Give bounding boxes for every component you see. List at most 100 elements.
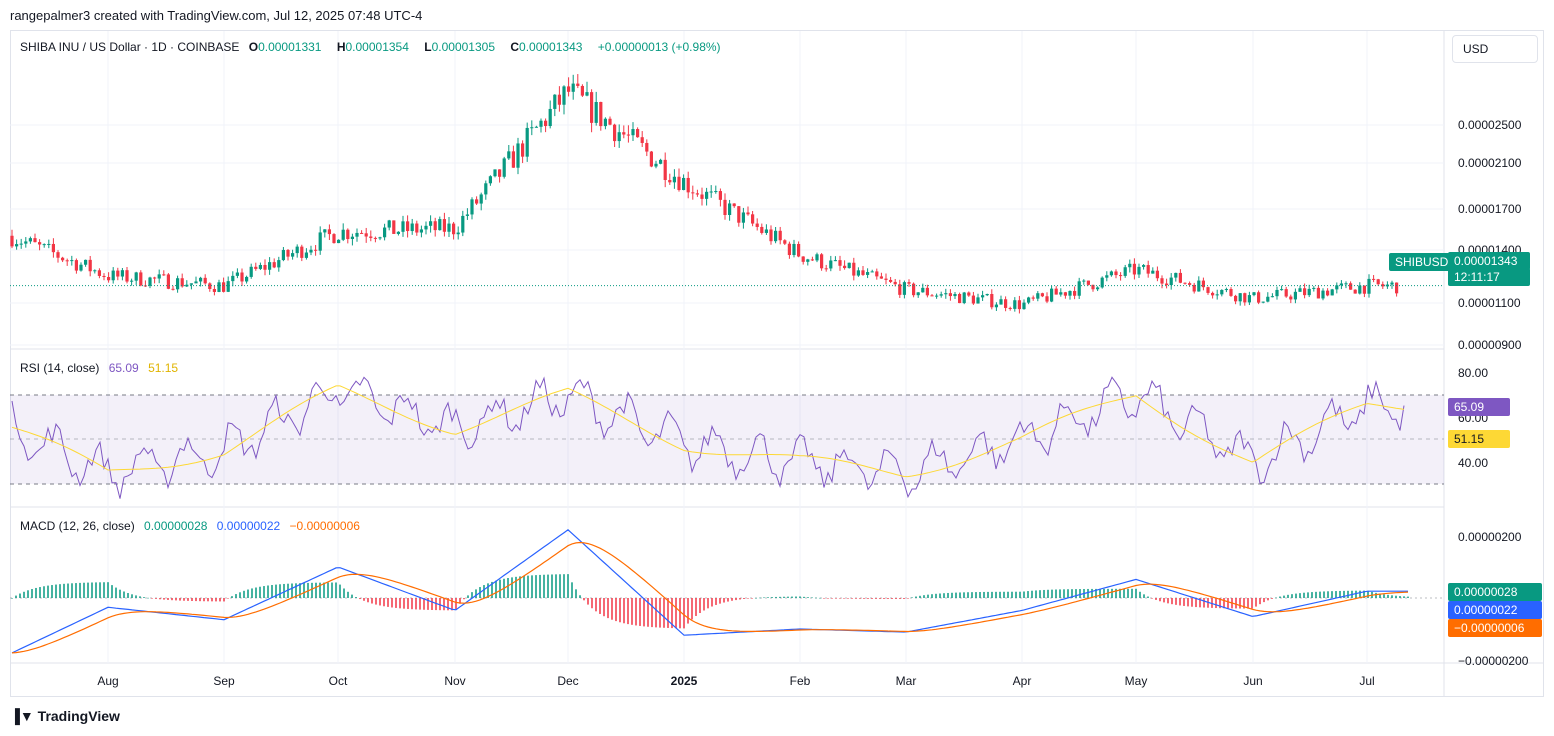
candle-body: [277, 260, 281, 268]
candle-body: [893, 281, 897, 285]
macd-histogram-bar: [787, 596, 789, 598]
candle-body: [801, 256, 805, 262]
macd-histogram-bar: [1319, 591, 1321, 598]
macd-histogram-bar: [1407, 596, 1409, 598]
macd-histogram-bar: [691, 598, 693, 620]
rsi-label[interactable]: RSI (14, close): [20, 361, 100, 375]
candle-body: [557, 94, 561, 105]
macd-histogram-bar: [495, 580, 497, 598]
macd-histogram-bar: [199, 598, 201, 602]
macd-histogram-bar: [11, 598, 13, 599]
candle-body: [672, 176, 676, 183]
macd-histogram-bar: [923, 595, 925, 598]
price-axis-label: 0.00000900: [1458, 338, 1522, 352]
macd-histogram-bar: [1279, 596, 1281, 598]
macd-histogram-bar: [1195, 598, 1197, 608]
candle-body: [1128, 263, 1132, 268]
candle-body: [309, 249, 313, 253]
macd-histogram-bar: [799, 596, 801, 598]
candle-body: [700, 194, 704, 199]
candle-body: [603, 118, 607, 127]
macd-histogram-bar: [1307, 592, 1309, 598]
macd-histogram-bar: [1215, 598, 1217, 609]
currency-button[interactable]: USD: [1452, 35, 1538, 63]
macd-histogram-bar: [1067, 589, 1069, 598]
candle-body: [470, 199, 474, 215]
macd-histogram-bar: [1171, 598, 1173, 605]
macd-histogram-bar: [759, 597, 761, 599]
candle-body: [732, 203, 736, 207]
macd-histogram-bar: [255, 587, 257, 598]
macd-histogram-bar: [851, 598, 853, 599]
macd-histogram-bar: [379, 598, 381, 606]
macd-histogram-bar: [603, 598, 605, 617]
chart-credit: rangepalmer3 created with TradingView.co…: [10, 8, 423, 23]
macd-label[interactable]: MACD (12, 26, close): [20, 519, 135, 533]
chart-frame[interactable]: [10, 30, 1544, 697]
macd-histogram-bar: [1323, 591, 1325, 598]
macd-histogram-bar: [1163, 598, 1165, 603]
candle-body: [84, 259, 88, 265]
macd-histogram-bar: [1075, 589, 1077, 598]
macd-histogram-bar: [879, 598, 881, 599]
macd-histogram-bar: [831, 598, 833, 599]
macd-histogram-bar: [1251, 598, 1253, 609]
candle-body: [166, 274, 170, 289]
candle-body: [1059, 292, 1063, 295]
candle-body: [898, 284, 902, 295]
candle-body: [668, 179, 672, 183]
candle-body: [534, 126, 538, 128]
symbol-title[interactable]: SHIBA INU / US Dollar · 1D · COINBASE: [20, 40, 240, 54]
candle-body: [1298, 288, 1302, 292]
macd-histogram-bar: [151, 598, 153, 599]
candle-body: [125, 270, 129, 282]
macd-histogram-bar: [231, 596, 233, 598]
macd-histogram-bar: [123, 591, 125, 598]
macd-histogram-bar: [1339, 590, 1341, 598]
candle-body: [268, 262, 272, 270]
candle-body: [1381, 284, 1385, 287]
macd-histogram-bar: [1155, 598, 1157, 600]
macd-histogram-bar: [207, 598, 209, 602]
macd-histogram-bar: [939, 593, 941, 598]
macd-histogram-bar: [1087, 588, 1089, 598]
candle-body: [240, 272, 244, 282]
macd-histogram-bar: [1119, 588, 1121, 598]
macd-line: [11, 529, 1408, 654]
price-axis-label: 0.00001700: [1458, 202, 1522, 216]
macd-histogram-bar: [587, 598, 589, 605]
macd-histogram-bar: [35, 587, 37, 598]
candle-body: [833, 260, 837, 262]
macd-histogram-bar: [299, 583, 301, 598]
macd-histogram-bar: [911, 597, 913, 598]
macd-histogram-bar: [1367, 590, 1369, 598]
candle-body: [332, 234, 336, 244]
open-value: 0.00001331: [258, 40, 322, 54]
macd-histogram-bar: [695, 598, 697, 616]
candle-body: [774, 230, 778, 242]
macd-histogram-bar: [1303, 592, 1305, 598]
candle-body: [498, 169, 502, 177]
macd-histogram-bar: [431, 598, 433, 610]
candle-body: [778, 230, 782, 241]
rsi-value-tag: 65.09: [1448, 398, 1510, 416]
macd-histogram-bar: [387, 598, 389, 607]
macd-histogram-bar: [959, 592, 961, 598]
macd-axis-label: −0.00000200: [1458, 654, 1529, 668]
macd-histogram-bar: [827, 598, 829, 599]
candle-body: [111, 270, 115, 281]
macd-histogram-bar: [175, 598, 177, 601]
candle-body: [709, 191, 713, 193]
candle-body: [56, 252, 60, 258]
candle-body: [820, 254, 824, 269]
macd-histogram-bar: [995, 591, 997, 598]
candle-body: [65, 260, 69, 262]
macd-histogram-bar: [487, 583, 489, 598]
candle-body: [930, 295, 934, 297]
candle-body: [1063, 292, 1067, 296]
macd-histogram-bar: [595, 598, 597, 612]
candle-body: [51, 243, 55, 253]
macd-histogram-bar: [1355, 590, 1357, 598]
candle-body: [456, 232, 460, 235]
